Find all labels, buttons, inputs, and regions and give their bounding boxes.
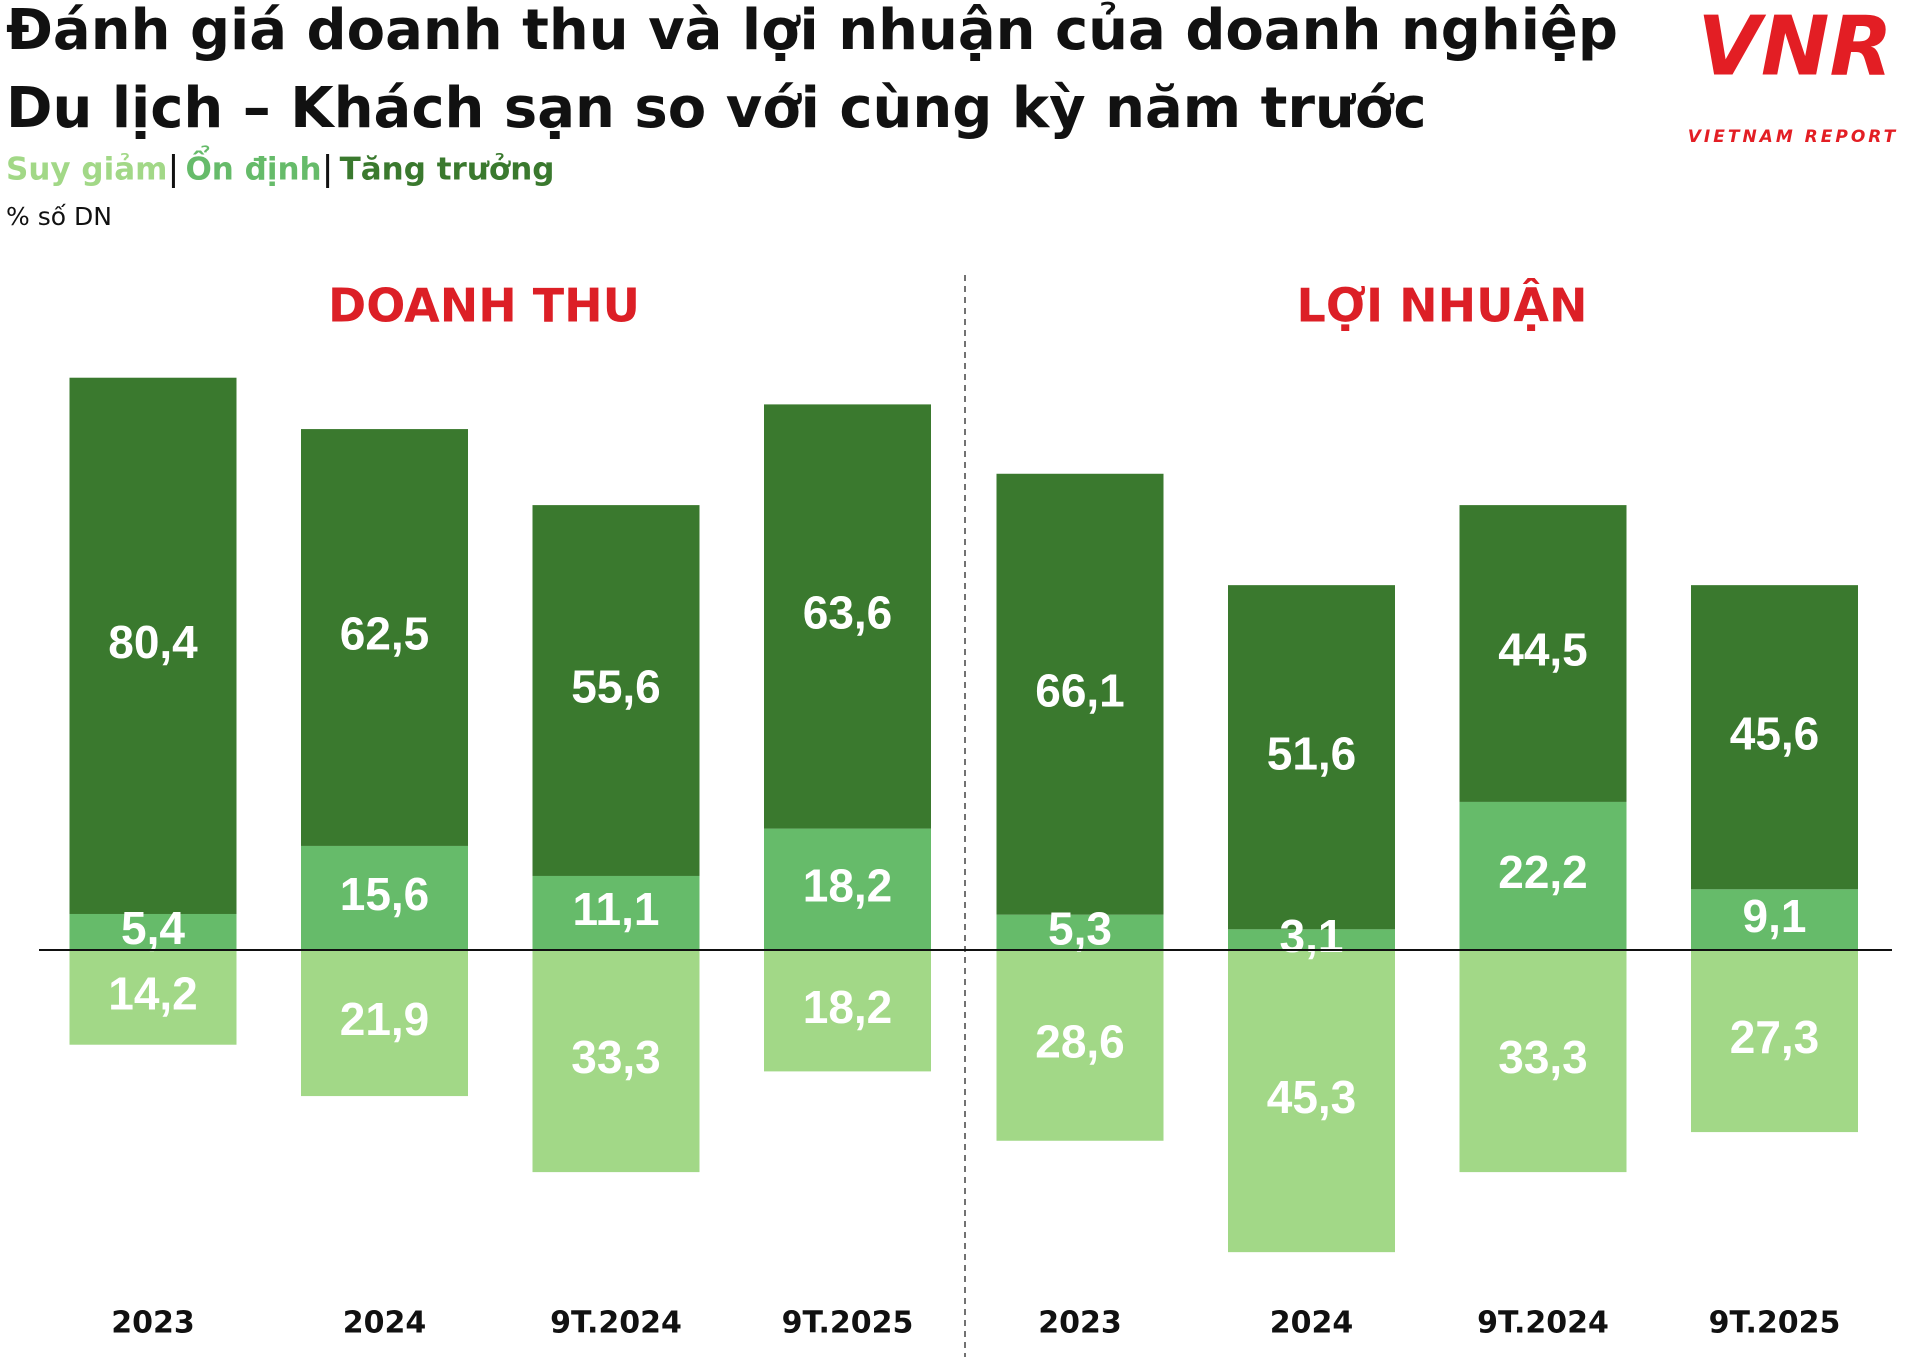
value-label: 18,2 bbox=[803, 981, 893, 1033]
logo-mark: VNR bbox=[1697, 0, 1892, 94]
bar-segment bbox=[301, 845, 468, 950]
value-label: 51,6 bbox=[1267, 727, 1357, 779]
value-label: 9,1 bbox=[1743, 890, 1807, 942]
bar-segment bbox=[764, 828, 931, 950]
value-label: 62,5 bbox=[340, 608, 430, 660]
unit-label: % số DN bbox=[6, 202, 112, 231]
bar-segment bbox=[1459, 801, 1627, 950]
bar-segment bbox=[69, 913, 237, 950]
x-tick-label: 9T.2025 bbox=[782, 1306, 914, 1341]
value-label: 80,4 bbox=[108, 616, 198, 668]
x-tick-label: 2024 bbox=[1270, 1306, 1354, 1341]
bar-segment bbox=[764, 404, 931, 829]
legend-entry: Tăng trưởng bbox=[340, 152, 555, 188]
legend-entry: Ổn định bbox=[185, 146, 321, 188]
value-label: 5,4 bbox=[121, 902, 185, 954]
bar-segment bbox=[996, 914, 1164, 950]
bar-segment bbox=[1459, 950, 1627, 1173]
bar-segment bbox=[532, 505, 700, 876]
value-label: 15,6 bbox=[340, 868, 430, 920]
x-tick-label: 2023 bbox=[1038, 1306, 1122, 1341]
x-tick-label: 9T.2024 bbox=[550, 1306, 682, 1341]
bar-segment bbox=[1228, 929, 1395, 950]
bar-segment bbox=[532, 950, 700, 1173]
x-tick-label: 9T.2025 bbox=[1709, 1306, 1841, 1341]
value-label: 22,2 bbox=[1498, 846, 1588, 898]
bar-segment bbox=[301, 429, 468, 846]
bar-segment bbox=[764, 950, 931, 1072]
bar-segment bbox=[532, 875, 700, 950]
bar-segment bbox=[1691, 889, 1858, 950]
value-label: 45,3 bbox=[1267, 1071, 1357, 1123]
logo-text: VIETNAM REPORT bbox=[1688, 127, 1898, 147]
bar-segment bbox=[1691, 585, 1858, 890]
x-tick-label: 2023 bbox=[111, 1306, 195, 1341]
bar-segment bbox=[301, 950, 468, 1097]
value-label: 18,2 bbox=[803, 859, 893, 911]
bar-segment bbox=[69, 950, 237, 1045]
bar-segment bbox=[69, 377, 237, 914]
value-label: 11,1 bbox=[573, 883, 660, 935]
value-label: 33,3 bbox=[1498, 1031, 1588, 1083]
value-label: 66,1 bbox=[1035, 664, 1125, 716]
value-label: 45,6 bbox=[1730, 707, 1820, 759]
x-tick-label: 2024 bbox=[343, 1306, 427, 1341]
value-label: 27,3 bbox=[1730, 1011, 1820, 1063]
bar-segment bbox=[1691, 950, 1858, 1133]
bar-segment bbox=[996, 950, 1164, 1141]
panel-title: LỢI NHUẬN bbox=[1296, 279, 1587, 333]
bar-segment bbox=[1228, 585, 1395, 930]
value-label: 14,2 bbox=[108, 968, 198, 1020]
chart-title: Đánh giá doanh thu và lợi nhuận của doan… bbox=[6, 0, 1618, 63]
bar-segment bbox=[1459, 505, 1627, 802]
value-label: 3,1 bbox=[1280, 910, 1344, 962]
value-label: 44,5 bbox=[1498, 624, 1588, 676]
x-tick-label: 9T.2024 bbox=[1477, 1306, 1609, 1341]
value-label: 33,3 bbox=[571, 1031, 661, 1083]
bar-segment bbox=[996, 473, 1164, 915]
value-label: 55,6 bbox=[571, 661, 661, 713]
chart-title: Du lịch – Khách sạn so với cùng kỳ năm t… bbox=[6, 76, 1427, 141]
value-label: 5,3 bbox=[1048, 902, 1112, 954]
value-label: 63,6 bbox=[803, 587, 893, 639]
legend-entry: Suy giảm bbox=[6, 152, 167, 188]
value-label: 28,6 bbox=[1035, 1016, 1125, 1068]
panel-title: DOANH THU bbox=[328, 279, 640, 333]
value-label: 21,9 bbox=[340, 993, 430, 1045]
bar-segment bbox=[1228, 950, 1395, 1253]
